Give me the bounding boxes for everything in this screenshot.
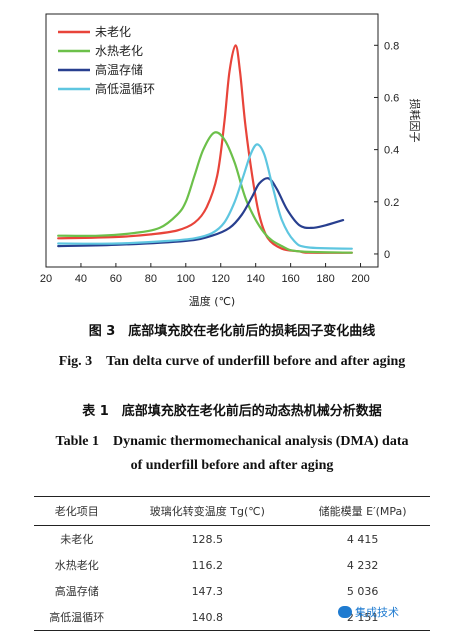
x-tick-label: 80: [145, 273, 157, 285]
x-axis-label: 温度 (℃): [189, 294, 235, 308]
y-tick-label: 0: [384, 249, 390, 261]
x-tick-label: 140: [247, 273, 265, 285]
cell-tg: 116.2: [191, 558, 224, 572]
table-caption-en-line1: Table 1 Dynamic thermomechanical analysi…: [55, 434, 409, 449]
table-caption-cn: 表 1 底部填充胶在老化前后的动态热机械分析数据: [82, 404, 382, 419]
cell-aging-item: 高低温循环: [49, 611, 105, 624]
figure-caption-cn: 图 3 底部填充胶在老化前后的损耗因子变化曲线: [88, 324, 376, 339]
cell-tg: 147.3: [191, 584, 224, 598]
figure-caption-en: Fig. 3 Tan delta curve of underfill befo…: [58, 354, 406, 369]
table-row: 高低温循环 140.8 2 151: [34, 604, 430, 631]
y-tick-label: 0.4: [384, 145, 399, 157]
watermark: 集成技术: [338, 604, 399, 620]
x-tick-label: 160: [281, 273, 299, 285]
cell-aging-item: 高温存储: [54, 585, 99, 598]
cell-aging-item: 水热老化: [54, 559, 99, 572]
table-row: 未老化 128.5 4 415: [34, 526, 430, 553]
x-tick-label: 120: [212, 273, 230, 285]
cell-tg: 128.5: [191, 532, 224, 546]
dma-data-table: 老化项目 玻璃化转变温度 Tg(℃) 储能模量 E′(MPa) 未老化 128.…: [34, 496, 430, 631]
x-tick-label: 40: [75, 273, 87, 285]
y-tick-label: 0.6: [384, 92, 399, 104]
legend-label: 水热老化: [95, 44, 143, 58]
y-axis-label: 损耗因子: [408, 99, 422, 143]
cell-modulus: 4 415: [346, 532, 379, 546]
table-caption-en-line2: of underfill before and after aging: [130, 458, 334, 473]
plot-border: [45, 13, 379, 268]
legend-label: 高温存储: [95, 62, 143, 77]
watermark-text: 集成技术: [355, 606, 399, 619]
series-layer: [57, 44, 353, 254]
series-line-2: [57, 131, 353, 254]
cell-modulus: 5 036: [346, 584, 379, 598]
x-tick-label: 100: [177, 273, 195, 285]
table-header-row: 老化项目 玻璃化转变温度 Tg(℃) 储能模量 E′(MPa): [34, 496, 430, 526]
table-row: 水热老化 116.2 4 232: [34, 552, 430, 578]
header-modulus: 储能模量 E′(MPa): [318, 505, 407, 518]
axis-layer: 20 40 60 80 100 120 140 160 180 200 0 0.2 0.4 0.6 0.8 温…: [40, 40, 422, 308]
series-line-1: [57, 44, 353, 254]
legend-label: 未老化: [95, 25, 131, 39]
x-tick-label: 180: [316, 273, 334, 285]
y-tick-label: 0.8: [384, 40, 399, 52]
plot-frame: [45, 13, 379, 268]
legend-label: 高低温循环: [95, 81, 155, 96]
y-tick-label: 0.2: [384, 197, 399, 209]
cell-aging-item: 未老化: [60, 533, 94, 546]
series-line-3: [57, 177, 345, 248]
series-line-4: [57, 143, 353, 250]
wechat-icon: [338, 606, 352, 618]
cell-modulus: 2 151: [346, 610, 379, 624]
header-aging-item: 老化项目: [54, 505, 99, 518]
header-tg: 玻璃化转变温度 Tg(℃): [149, 505, 265, 518]
tan-delta-chart: 20 40 60 80 100 120 140 160 180 200 0 0.2 0.4 0.6 0.8 温…: [40, 13, 422, 308]
x-tick-label: 20: [40, 273, 52, 285]
x-tick-label: 200: [351, 273, 369, 285]
table-row: 高温存储 147.3 5 036: [34, 578, 430, 604]
x-tick-label: 60: [110, 273, 122, 285]
cell-tg: 140.8: [191, 610, 224, 624]
cell-modulus: 4 232: [346, 558, 379, 572]
